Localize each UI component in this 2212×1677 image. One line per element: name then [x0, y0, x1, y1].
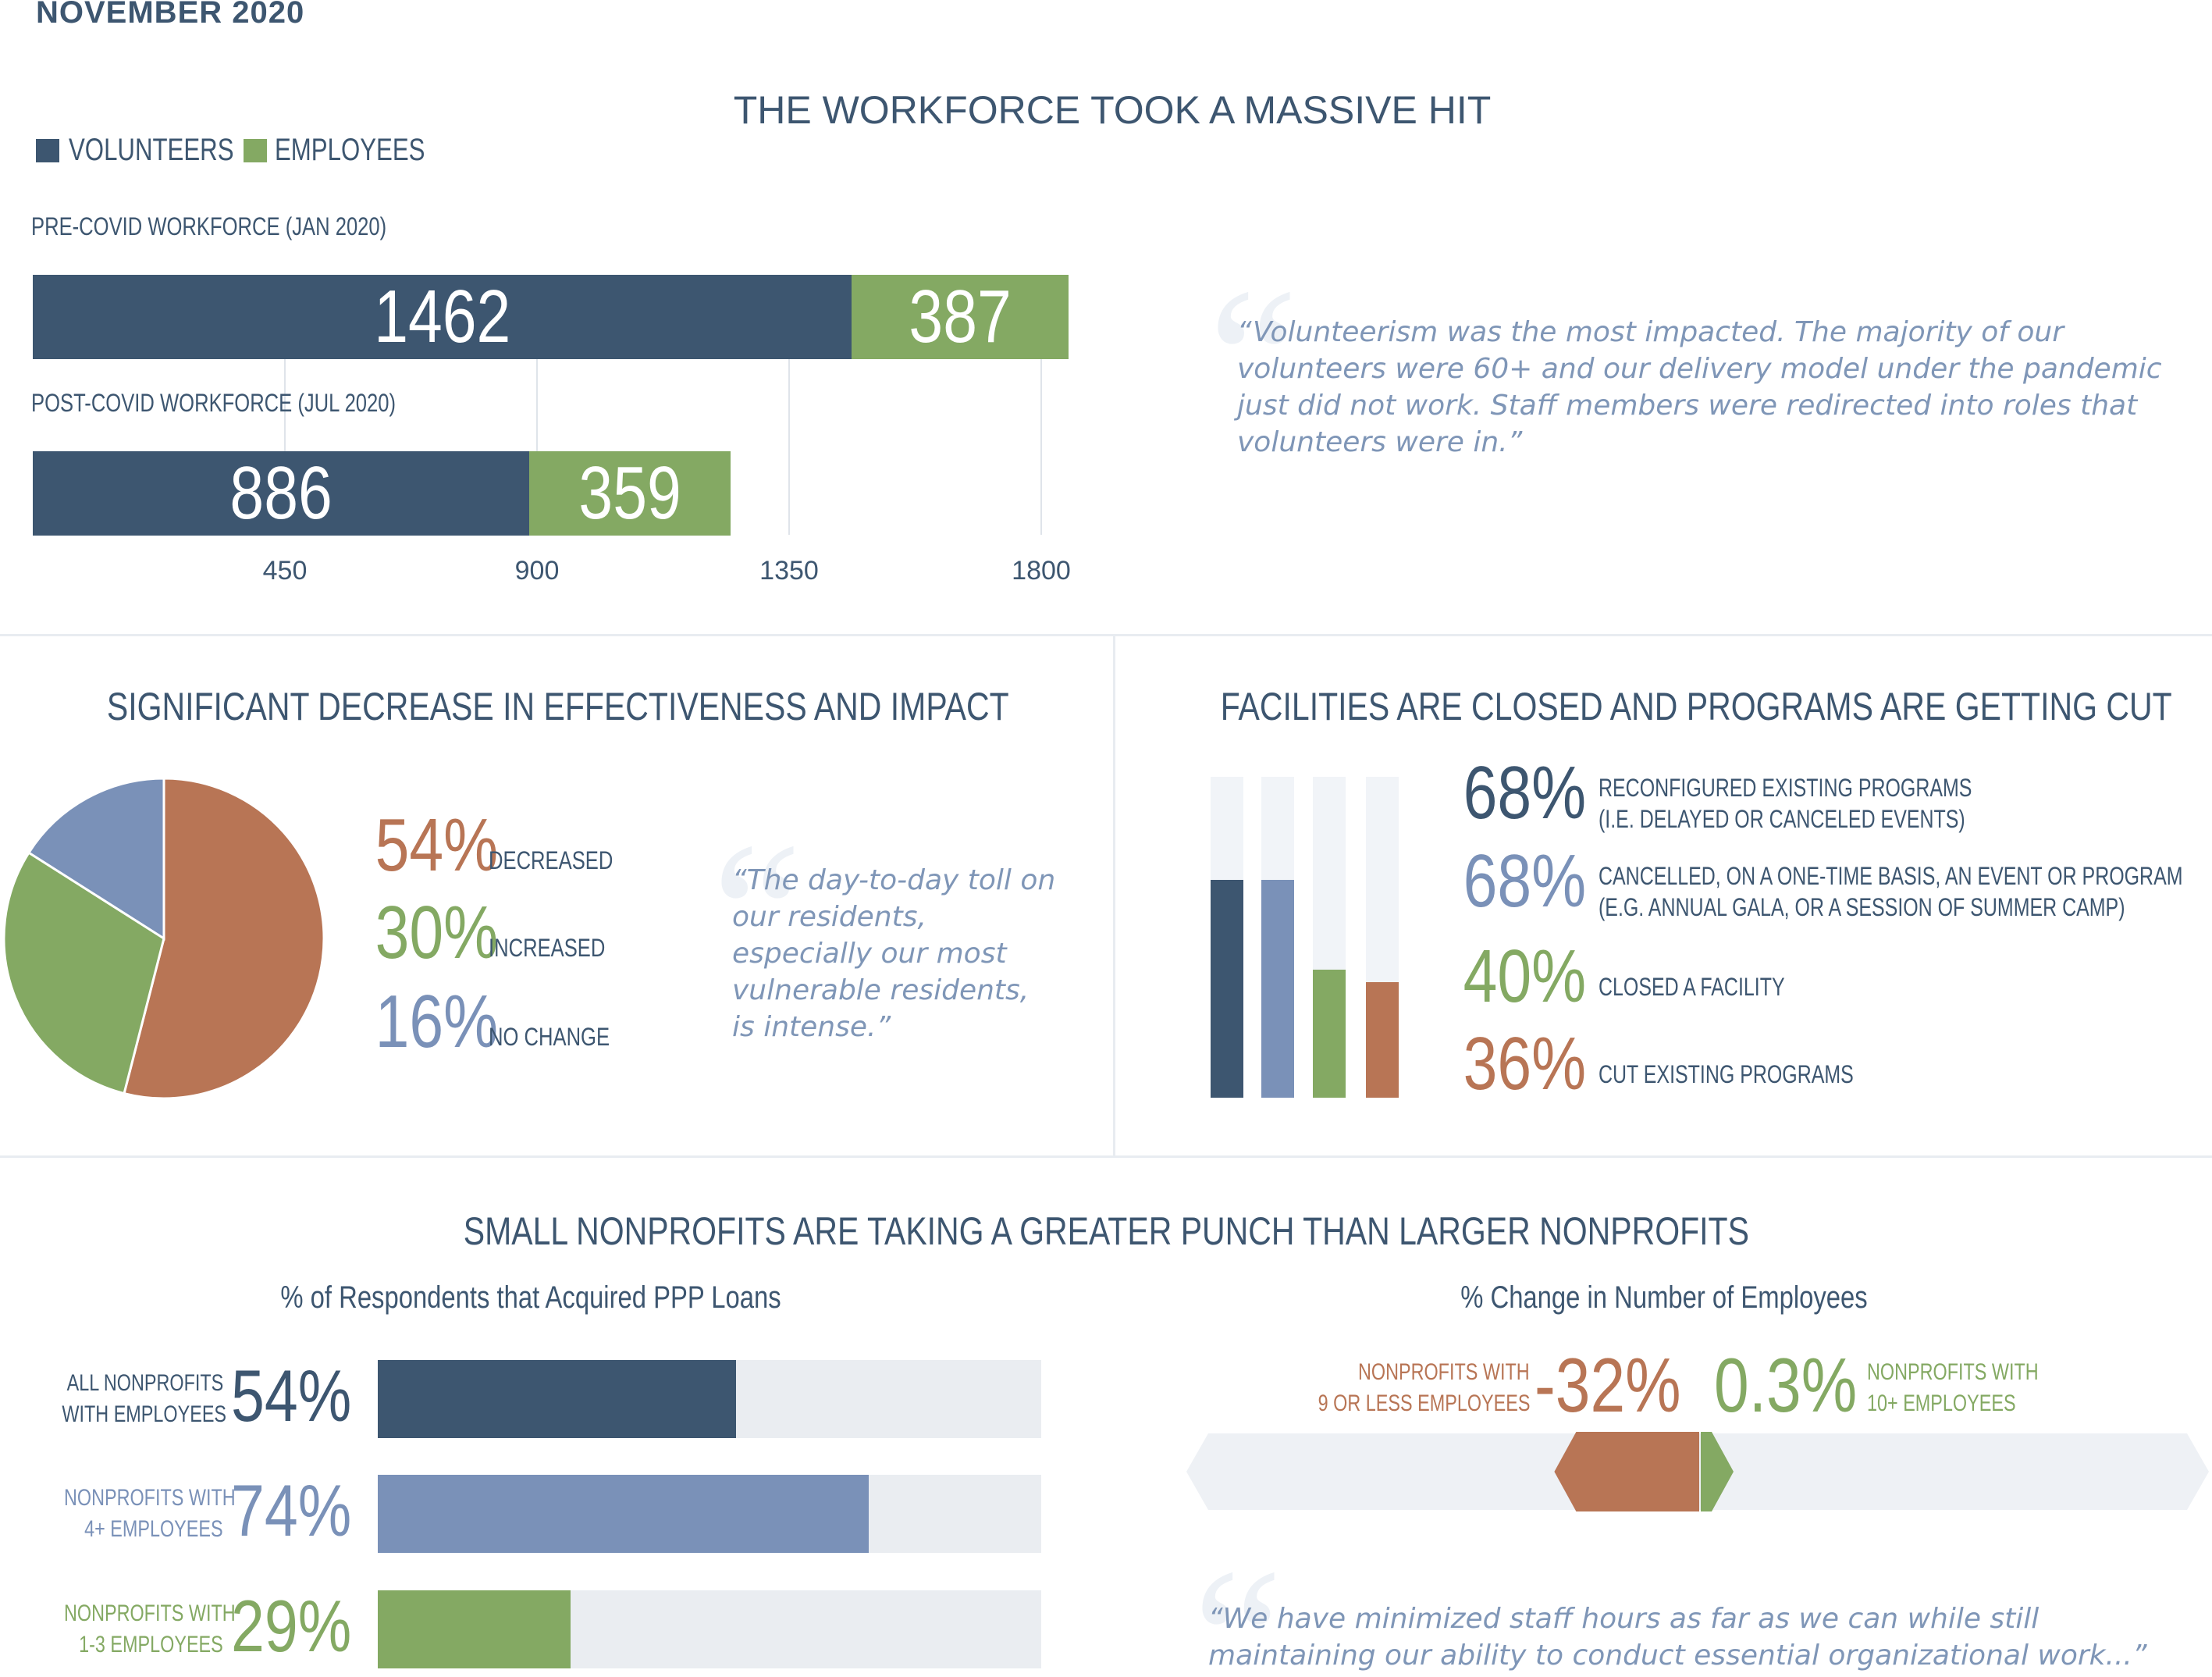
facility-bar — [1366, 982, 1399, 1098]
section-divider — [0, 634, 2212, 636]
workforce-bar-employees: 359 — [528, 451, 731, 536]
x-tick-label: 900 — [514, 556, 560, 586]
ppp-pct: 74% — [231, 1469, 352, 1551]
section-divider — [0, 1155, 2212, 1158]
workforce-bar-value: 886 — [229, 451, 333, 535]
report-date: NOVEMBER 2020 — [36, 0, 305, 30]
ppp-bar — [378, 1590, 571, 1668]
change-pct-negative: -32% — [1535, 1342, 1681, 1428]
workforce-row-label: PRE-COVID WORKFORCE (JAN 2020) — [31, 212, 387, 240]
workforce-bar-value: 359 — [578, 451, 681, 535]
legend-label-employees: EMPLOYEES — [275, 133, 425, 167]
ppp-row-label: NONPROFITS WITH 1-3 EMPLOYEES — [63, 1600, 236, 1657]
ppp-chart-title: % of Respondents that Acquired PPP Loans — [280, 1280, 781, 1315]
workforce-bar-employees: 387 — [852, 275, 1069, 359]
workforce-bar-value: 387 — [909, 275, 1012, 358]
facility-label: CLOSED A FACILITY — [1599, 973, 1785, 1001]
change-bar-positive — [1701, 1432, 1734, 1511]
small-nonprofits-title: SMALL NONPROFITS ARE TAKING A GREATER PU… — [463, 1209, 1749, 1253]
section-divider — [1113, 636, 1115, 1155]
change-bar-negative — [1554, 1432, 1699, 1511]
facility-label: CUT EXISTING PROGRAMS — [1599, 1060, 1854, 1088]
x-grid-line — [788, 355, 790, 535]
pie-legend-pct: 30% — [375, 891, 499, 974]
workforce-title: THE WORKFORCE TOOK A MASSIVE HIT — [733, 88, 1492, 132]
facility-pct: 68% — [1463, 839, 1587, 923]
ppp-pct: 54% — [231, 1355, 352, 1437]
effectiveness-quote: “The day-to-day toll on our residents, e… — [732, 864, 1056, 1043]
facility-pct: 36% — [1463, 1022, 1587, 1106]
legend-swatch-volunteers — [36, 139, 59, 162]
workforce-bar-volunteers: 1462 — [33, 275, 852, 359]
effectiveness-pie-chart — [2, 777, 325, 1100]
ppp-row-label: ALL NONPROFITS WITH EMPLOYEES — [62, 1370, 227, 1427]
facility-bar — [1261, 879, 1294, 1098]
quote-mark-icon: “ — [1193, 1527, 1283, 1677]
facilities-title: FACILITIES ARE CLOSED AND PROGRAMS ARE G… — [1220, 685, 2172, 728]
quote-mark-icon: “ — [1208, 247, 1299, 472]
small-nonprofits-quote: “We have minimized staff hours as far as… — [1208, 1603, 2147, 1672]
pie-slice-decreased — [123, 777, 325, 1100]
change-arrow — [1186, 1432, 2209, 1511]
workforce-row-label: POST-COVID WORKFORCE (JUL 2020) — [31, 389, 397, 417]
ppp-row-label: NONPROFITS WITH 4+ EMPLOYEES — [63, 1485, 236, 1542]
pie-legend-pct: 54% — [375, 803, 499, 887]
workforce-bar-volunteers: 886 — [33, 451, 529, 536]
change-chart-title: % Change in Number of Employees — [1460, 1280, 1868, 1315]
facility-label: CANCELLED, ON A ONE-TIME BASIS, AN EVENT… — [1599, 862, 2183, 890]
pie-slice-no-change — [27, 777, 165, 941]
change-label-negative: NONPROFITS WITH 9 OR LESS EMPLOYEES — [1318, 1359, 1530, 1416]
quote-mark-icon: “ — [712, 801, 802, 1026]
facility-sublabel: (E.G. ANNUAL GALA, OR A SESSION OF SUMME… — [1599, 893, 2125, 921]
x-grid-line — [536, 355, 538, 535]
effectiveness-title: SIGNIFICANT DECREASE IN EFFECTIVENESS AN… — [107, 685, 1009, 728]
facility-pct: 40% — [1463, 935, 1587, 1018]
pie-slice-increased — [2, 851, 165, 1095]
facility-bar — [1211, 879, 1243, 1098]
x-tick-label: 1350 — [759, 556, 819, 586]
x-grid-line — [284, 355, 286, 535]
ppp-bar — [378, 1475, 869, 1553]
facility-bar — [1313, 969, 1346, 1098]
x-tick-label: 1800 — [1012, 556, 1071, 586]
x-grid-line — [1040, 355, 1042, 535]
legend-swatch-employees — [244, 139, 267, 162]
facility-label: RECONFIGURED EXISTING PROGRAMS — [1599, 774, 1972, 802]
x-tick-label: 450 — [262, 556, 308, 586]
pie-legend-label: NO CHANGE — [489, 1023, 610, 1051]
ppp-pct: 29% — [231, 1585, 352, 1667]
workforce-bar-value: 1462 — [374, 275, 511, 358]
change-label-positive: NONPROFITS WITH 10+ EMPLOYEES — [1867, 1359, 2039, 1416]
pie-legend-label: INCREASED — [489, 934, 606, 962]
workforce-quote: “Volunteerism was the most impacted. The… — [1237, 316, 2162, 458]
legend-label-volunteers: VOLUNTEERS — [69, 133, 234, 167]
ppp-bar — [378, 1360, 736, 1438]
change-pct-positive: 0.3% — [1714, 1342, 1858, 1428]
facility-pct: 68% — [1463, 751, 1587, 835]
facility-sublabel: (I.E. DELAYED OR CANCELED EVENTS) — [1599, 805, 1965, 833]
pie-legend-label: DECREASED — [489, 846, 613, 874]
pie-legend-pct: 16% — [375, 980, 499, 1063]
